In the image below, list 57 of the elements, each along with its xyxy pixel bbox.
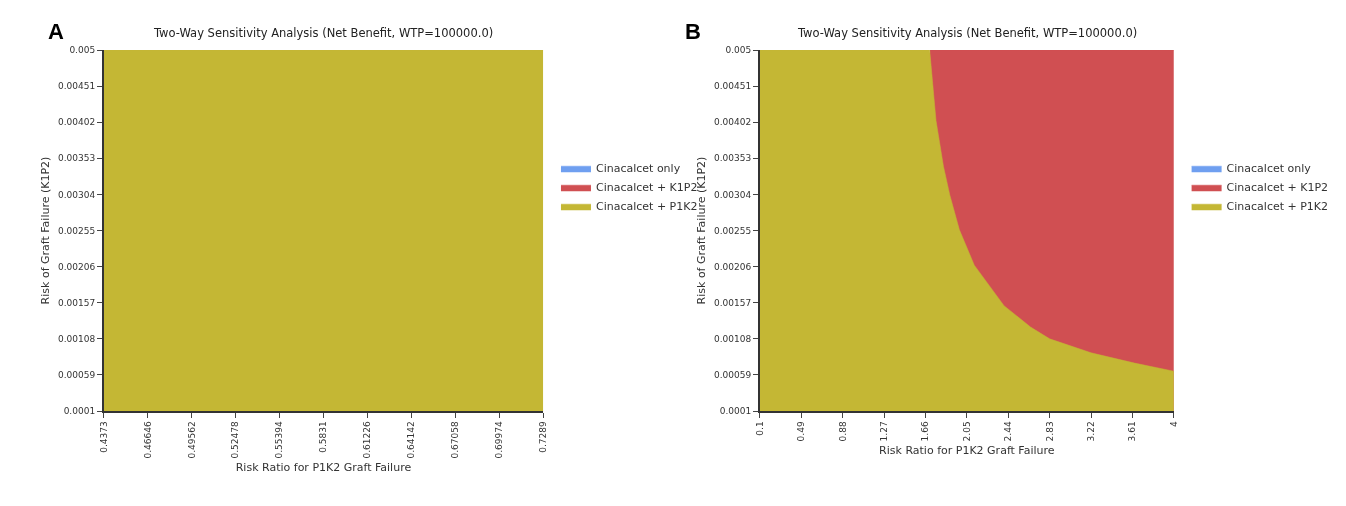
y-tick-label: 0.0001 (719, 406, 752, 417)
x-tick-label: 0.7289 (538, 421, 549, 453)
x-tick-label: 0.46646 (142, 421, 153, 459)
y-tick-label: 0.00059 (57, 370, 96, 381)
y-tick-label: 0.005 (725, 45, 752, 56)
y-tick-label: 0.00402 (714, 117, 752, 128)
x-tick-label: 3.22 (1085, 421, 1096, 442)
legend-label: Cinacalcet + P1K2 (1226, 200, 1329, 214)
x-tick-label: 2.83 (1044, 421, 1055, 442)
x-tick-label: 1.66 (920, 421, 931, 442)
x-tick-label: 4 (1168, 421, 1179, 428)
x-tick-label: 0.55394 (274, 421, 285, 459)
y-tick-label: 0.00108 (714, 333, 752, 344)
y-tick-label: 0.00255 (57, 225, 96, 236)
chart-title: Two-Way Sensitivity Analysis (Net Benefit, WTP=100000.0) (153, 26, 494, 40)
x-tick-label: 2.44 (1003, 421, 1014, 442)
y-tick-label: 0.00108 (57, 333, 96, 344)
x-tick-label: 0.64142 (406, 421, 417, 459)
x-tick-label: 0.49 (796, 421, 807, 442)
x-axis-title: Risk Ratio for P1K2 Graft Failure (235, 461, 412, 475)
y-tick-label: 0.00157 (57, 297, 96, 308)
y-tick-label: 0.00451 (57, 81, 96, 92)
legend-label: Cinacalcet only (1226, 162, 1312, 176)
text: B (685, 19, 701, 44)
y-tick-label: 0.0001 (63, 406, 96, 417)
x-tick-label: 0.69974 (494, 421, 505, 459)
x-tick-label: 0.61226 (362, 421, 373, 459)
chart-title: Two-Way Sensitivity Analysis (Net Benefit, WTP=100000.0) (797, 26, 1138, 40)
x-tick-label: 0.52478 (230, 421, 241, 459)
x-tick-label: 3.61 (1127, 421, 1138, 442)
x-axis-title: Risk Ratio for P1K2 Graft Failure (879, 444, 1055, 458)
y-tick-label: 0.00353 (714, 153, 752, 164)
legend-label: Cinacalcet only (595, 162, 681, 176)
x-tick-label: 0.1 (754, 421, 765, 436)
legend-label: Cinacalcet + P1K2 (595, 200, 698, 214)
x-tick-label: 0.4373 (98, 421, 109, 453)
x-tick-label: 1.27 (878, 421, 889, 442)
x-tick-label: 0.67058 (450, 421, 461, 459)
y-tick-label: 0.00206 (714, 261, 752, 272)
y-tick-label: 0.00451 (714, 81, 752, 92)
y-tick-label: 0.00304 (57, 189, 96, 200)
legend-label: Cinacalcet + K1P2 (595, 181, 698, 195)
y-tick-label: 0.005 (69, 45, 96, 56)
y-tick-label: 0.00353 (57, 153, 96, 164)
y-tick-label: 0.00059 (714, 370, 752, 381)
y-tick-label: 0.00304 (714, 189, 752, 200)
x-tick-label: 0.49562 (186, 421, 197, 459)
y-axis-title: Risk of Graft Failure (K1P2) (39, 156, 53, 305)
y-tick-label: 0.00255 (714, 225, 752, 236)
text: A (48, 19, 64, 44)
x-tick-label: 0.88 (837, 421, 848, 442)
legend-label: Cinacalcet + K1P2 (1226, 181, 1329, 195)
y-tick-label: 0.00402 (57, 117, 96, 128)
y-tick-label: 0.00206 (57, 261, 96, 272)
x-tick-label: 2.05 (961, 421, 972, 442)
y-tick-label: 0.00157 (714, 297, 752, 308)
x-tick-label: 0.5831 (318, 421, 329, 453)
